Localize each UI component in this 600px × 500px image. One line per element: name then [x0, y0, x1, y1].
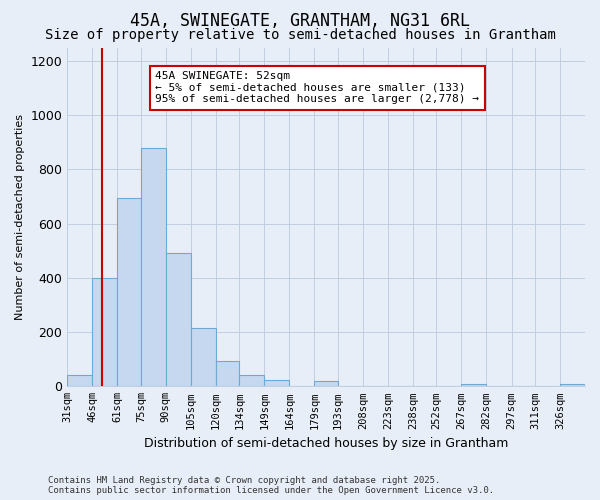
- Bar: [92, 278, 118, 386]
- Bar: [216, 360, 239, 386]
- Text: Contains HM Land Registry data © Crown copyright and database right 2025.
Contai: Contains HM Land Registry data © Crown c…: [48, 476, 494, 495]
- Bar: [118, 198, 141, 386]
- X-axis label: Distribution of semi-detached houses by size in Grantham: Distribution of semi-detached houses by …: [144, 437, 508, 450]
- Bar: [166, 254, 191, 386]
- Bar: [461, 384, 487, 386]
- Text: Size of property relative to semi-detached houses in Grantham: Size of property relative to semi-detach…: [44, 28, 556, 42]
- Bar: [265, 380, 289, 386]
- Bar: [560, 384, 585, 386]
- Bar: [141, 148, 166, 386]
- Text: 45A, SWINEGATE, GRANTHAM, NG31 6RL: 45A, SWINEGATE, GRANTHAM, NG31 6RL: [130, 12, 470, 30]
- Y-axis label: Number of semi-detached properties: Number of semi-detached properties: [15, 114, 25, 320]
- Bar: [314, 381, 338, 386]
- Bar: [67, 376, 92, 386]
- Text: 45A SWINEGATE: 52sqm
← 5% of semi-detached houses are smaller (133)
95% of semi-: 45A SWINEGATE: 52sqm ← 5% of semi-detach…: [155, 71, 479, 104]
- Bar: [239, 376, 265, 386]
- Bar: [191, 328, 216, 386]
